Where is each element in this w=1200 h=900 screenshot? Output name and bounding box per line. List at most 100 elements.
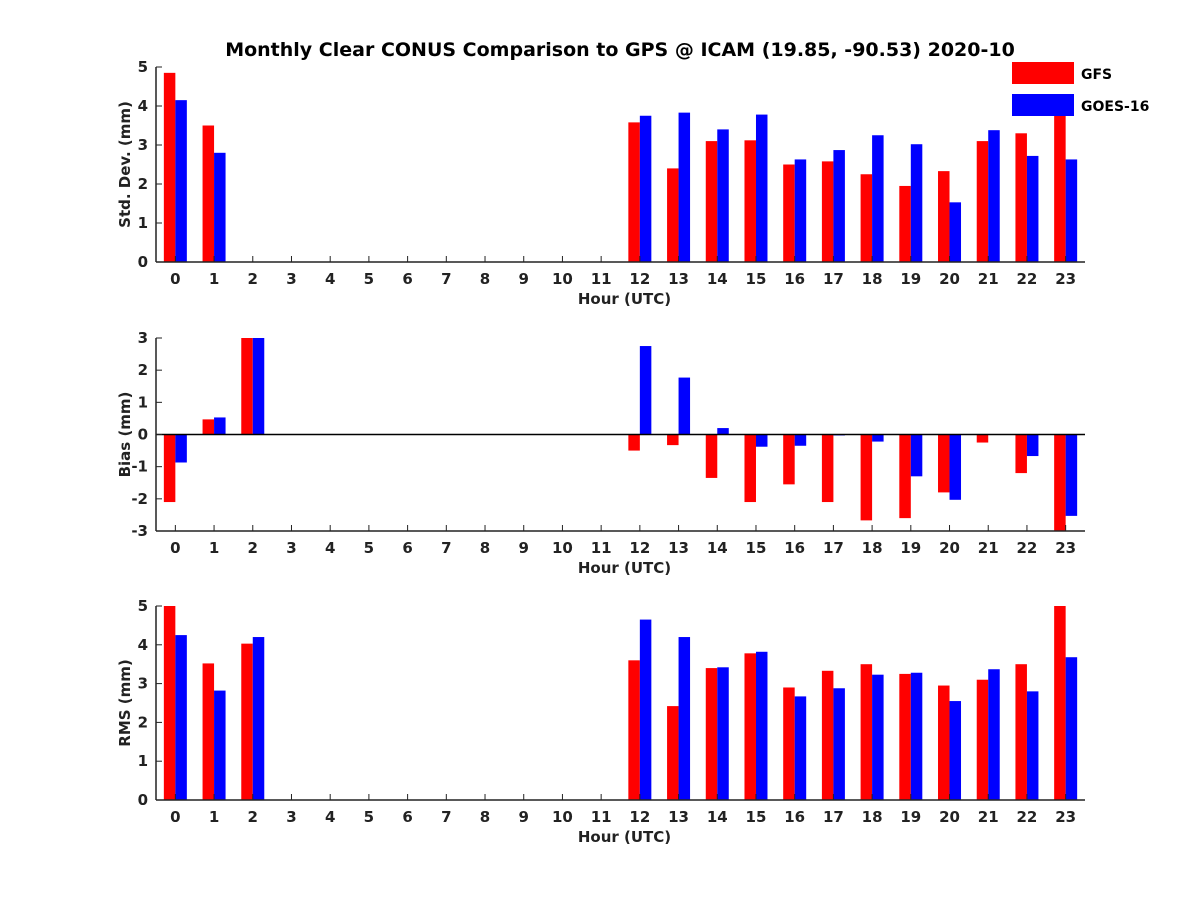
x-tick-label: 23 — [1055, 539, 1076, 557]
bar-gfs-hour-20 — [938, 685, 950, 800]
bar-gfs-hour-21 — [976, 141, 989, 262]
bar-gfs-hour-23 — [1054, 106, 1066, 262]
y-axis-label: RMS (mm) — [116, 659, 134, 746]
x-tick-label: 17 — [823, 539, 844, 557]
bar-goes-16-hour-0 — [175, 434, 187, 463]
y-tick-label: 0 — [138, 791, 148, 809]
x-tick-label: 11 — [591, 808, 612, 826]
x-tick-label: 1 — [209, 539, 219, 557]
y-tick-label: 4 — [138, 97, 148, 115]
y-tick-label: 0 — [138, 426, 148, 444]
x-tick-label: 8 — [480, 808, 490, 826]
y-tick-label: 5 — [138, 58, 148, 76]
y-tick-label: 3 — [138, 675, 148, 693]
bar-gfs-hour-2 — [241, 643, 253, 800]
x-tick-label: 8 — [480, 270, 490, 288]
x-tick-label: 14 — [707, 270, 728, 288]
bar-gfs-hour-22 — [1015, 664, 1027, 800]
x-tick-label: 6 — [402, 539, 412, 557]
x-tick-label: 19 — [900, 539, 921, 557]
bar-goes-16-hour-19 — [910, 672, 923, 800]
bar-gfs-hour-1 — [202, 125, 215, 262]
x-tick-label: 0 — [170, 539, 180, 557]
y-tick-label: 1 — [138, 393, 148, 411]
y-tick-label: -1 — [131, 458, 148, 476]
x-tick-label: 1 — [209, 808, 219, 826]
x-axis-label: Hour (UTC) — [578, 828, 671, 846]
bar-goes-16-hour-19 — [910, 144, 923, 262]
bar-goes-16-hour-13 — [678, 377, 691, 435]
x-tick-label: 9 — [519, 539, 529, 557]
bar-goes-16-hour-22 — [1026, 434, 1039, 457]
x-tick-label: 15 — [746, 539, 767, 557]
bar-gfs-hour-23 — [1054, 606, 1066, 800]
bar-goes-16-hour-1 — [214, 152, 226, 262]
bar-goes-16-hour-12 — [639, 346, 652, 435]
bar-goes-16-hour-14 — [717, 428, 729, 435]
legend-label: GOES-16 — [1081, 99, 1149, 115]
x-tick-label: 2 — [248, 539, 258, 557]
x-tick-label: 5 — [364, 808, 374, 826]
bar-goes-16-hour-1 — [214, 417, 226, 435]
x-tick-label: 11 — [591, 270, 612, 288]
legend-label: GFS — [1081, 67, 1112, 83]
bar-goes-16-hour-18 — [872, 434, 884, 442]
bar-gfs-hour-17 — [821, 670, 834, 800]
x-tick-label: 7 — [441, 270, 451, 288]
bar-gfs-hour-18 — [860, 174, 873, 262]
chart-legend: GFS GOES-16 — [1012, 62, 1149, 116]
x-tick-label: 10 — [552, 539, 573, 557]
x-tick-label: 3 — [286, 808, 296, 826]
bar-goes-16-hour-12 — [639, 115, 652, 262]
bar-goes-16-hour-18 — [872, 674, 884, 800]
bar-goes-16-hour-20 — [949, 202, 962, 262]
bar-goes-16-hour-15 — [755, 434, 768, 447]
bar-goes-16-hour-15 — [755, 651, 768, 800]
x-tick-label: 3 — [286, 539, 296, 557]
x-tick-label: 16 — [784, 270, 805, 288]
bar-goes-16-hour-17 — [833, 150, 845, 262]
x-tick-label: 10 — [552, 808, 573, 826]
bar-goes-16-hour-16 — [794, 696, 807, 800]
bar-goes-16-hour-14 — [717, 667, 729, 800]
x-tick-label: 12 — [629, 808, 650, 826]
x-tick-label: 22 — [1017, 539, 1038, 557]
bar-goes-16-hour-20 — [949, 434, 962, 500]
x-tick-label: 21 — [978, 270, 999, 288]
y-tick-label: 1 — [138, 214, 148, 232]
x-tick-label: 19 — [900, 808, 921, 826]
bar-goes-16-hour-13 — [678, 112, 691, 262]
bar-goes-16-hour-23 — [1065, 159, 1078, 262]
x-tick-label: 20 — [939, 270, 960, 288]
x-tick-label: 21 — [978, 539, 999, 557]
bar-gfs-hour-13 — [667, 434, 679, 446]
x-tick-label: 22 — [1017, 808, 1038, 826]
bar-goes-16-hour-0 — [175, 100, 187, 263]
bar-goes-16-hour-20 — [949, 701, 962, 800]
x-tick-label: 13 — [668, 539, 689, 557]
x-tick-label: 5 — [364, 539, 374, 557]
x-tick-label: 14 — [707, 808, 728, 826]
bar-gfs-hour-21 — [976, 434, 989, 443]
bar-goes-16-hour-15 — [755, 114, 768, 262]
x-tick-label: 22 — [1017, 270, 1038, 288]
bar-goes-16-hour-2 — [252, 338, 265, 435]
bar-goes-16-hour-18 — [872, 135, 884, 262]
bar-gfs-hour-17 — [821, 161, 834, 262]
x-tick-label: 18 — [862, 539, 883, 557]
bar-goes-16-hour-2 — [252, 637, 265, 800]
y-tick-label: 2 — [138, 713, 148, 731]
x-tick-label: 1 — [209, 270, 219, 288]
legend-swatch-gfs — [1012, 62, 1074, 84]
bar-goes-16-hour-16 — [794, 159, 807, 262]
bar-goes-16-hour-1 — [214, 690, 226, 800]
x-tick-label: 20 — [939, 808, 960, 826]
bar-gfs-hour-18 — [860, 434, 873, 521]
bar-goes-16-hour-13 — [678, 637, 691, 800]
x-tick-label: 15 — [746, 270, 767, 288]
x-tick-label: 19 — [900, 270, 921, 288]
y-tick-label: 3 — [138, 136, 148, 154]
bar-gfs-hour-15 — [744, 434, 756, 503]
bar-gfs-hour-2 — [241, 338, 253, 435]
chart-panel-1: 0 1 2 3 4 5 6 7 8 9 10 11 12 13 14 15 16 17 18 19 20 21 22 2301… — [116, 58, 1085, 308]
